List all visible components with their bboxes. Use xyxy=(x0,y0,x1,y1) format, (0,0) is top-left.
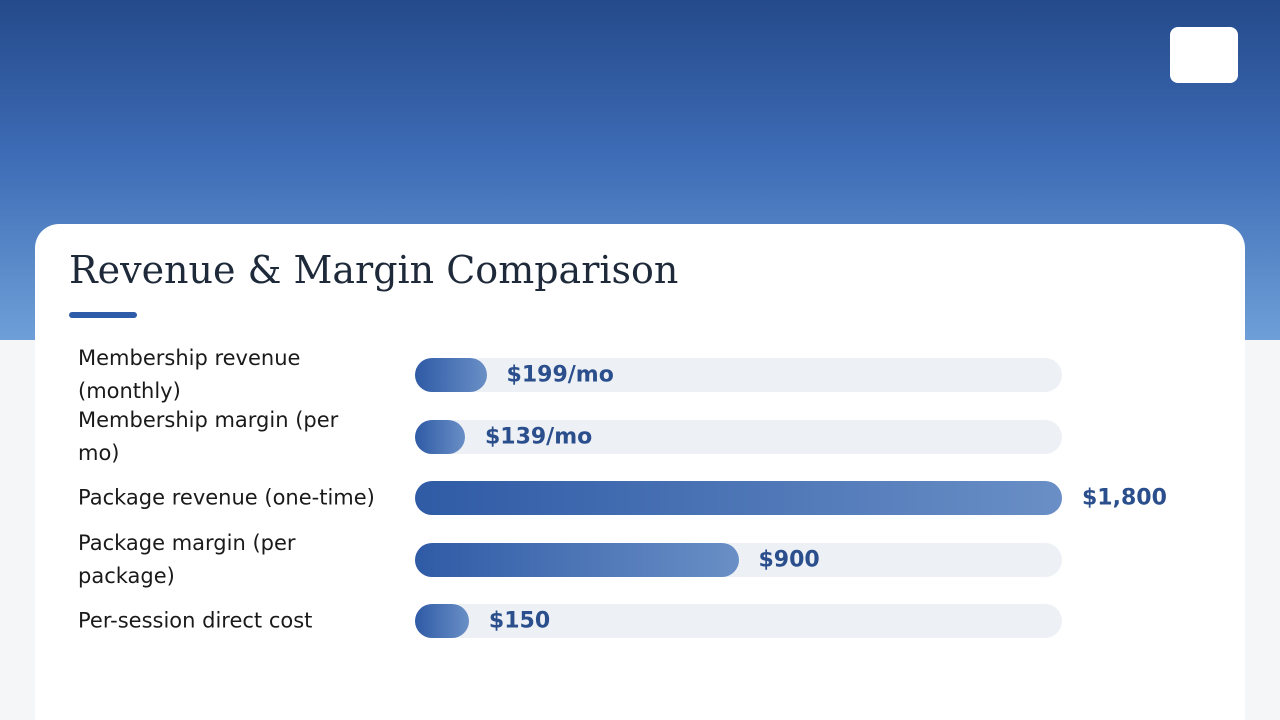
bar xyxy=(415,481,1062,515)
bar-track xyxy=(415,604,1062,638)
category-label: Package margin (per package) xyxy=(78,530,296,588)
bar xyxy=(415,358,487,392)
value-label: $1,800 xyxy=(1082,485,1167,511)
category-label: Membership revenue (monthly) xyxy=(78,346,301,403)
chart-title: Revenue & Margin Comparison xyxy=(69,248,679,292)
bar-track xyxy=(415,419,1062,454)
value-label: $150 xyxy=(488,608,551,634)
bar xyxy=(415,542,739,577)
logo xyxy=(1170,27,1238,83)
card xyxy=(35,224,1245,720)
category-label: Package revenue (one-time) xyxy=(78,485,375,510)
bar xyxy=(415,604,469,638)
category-label: Per-session direct cost xyxy=(78,608,313,633)
value-label: $900 xyxy=(758,547,820,572)
bar xyxy=(415,419,465,454)
category-label: Membership margin (per mo) xyxy=(78,407,339,465)
title-underline xyxy=(69,312,137,318)
value-label: $199/mo xyxy=(506,362,614,388)
value-label: $139/mo xyxy=(484,424,593,449)
bar-track xyxy=(415,358,1062,392)
